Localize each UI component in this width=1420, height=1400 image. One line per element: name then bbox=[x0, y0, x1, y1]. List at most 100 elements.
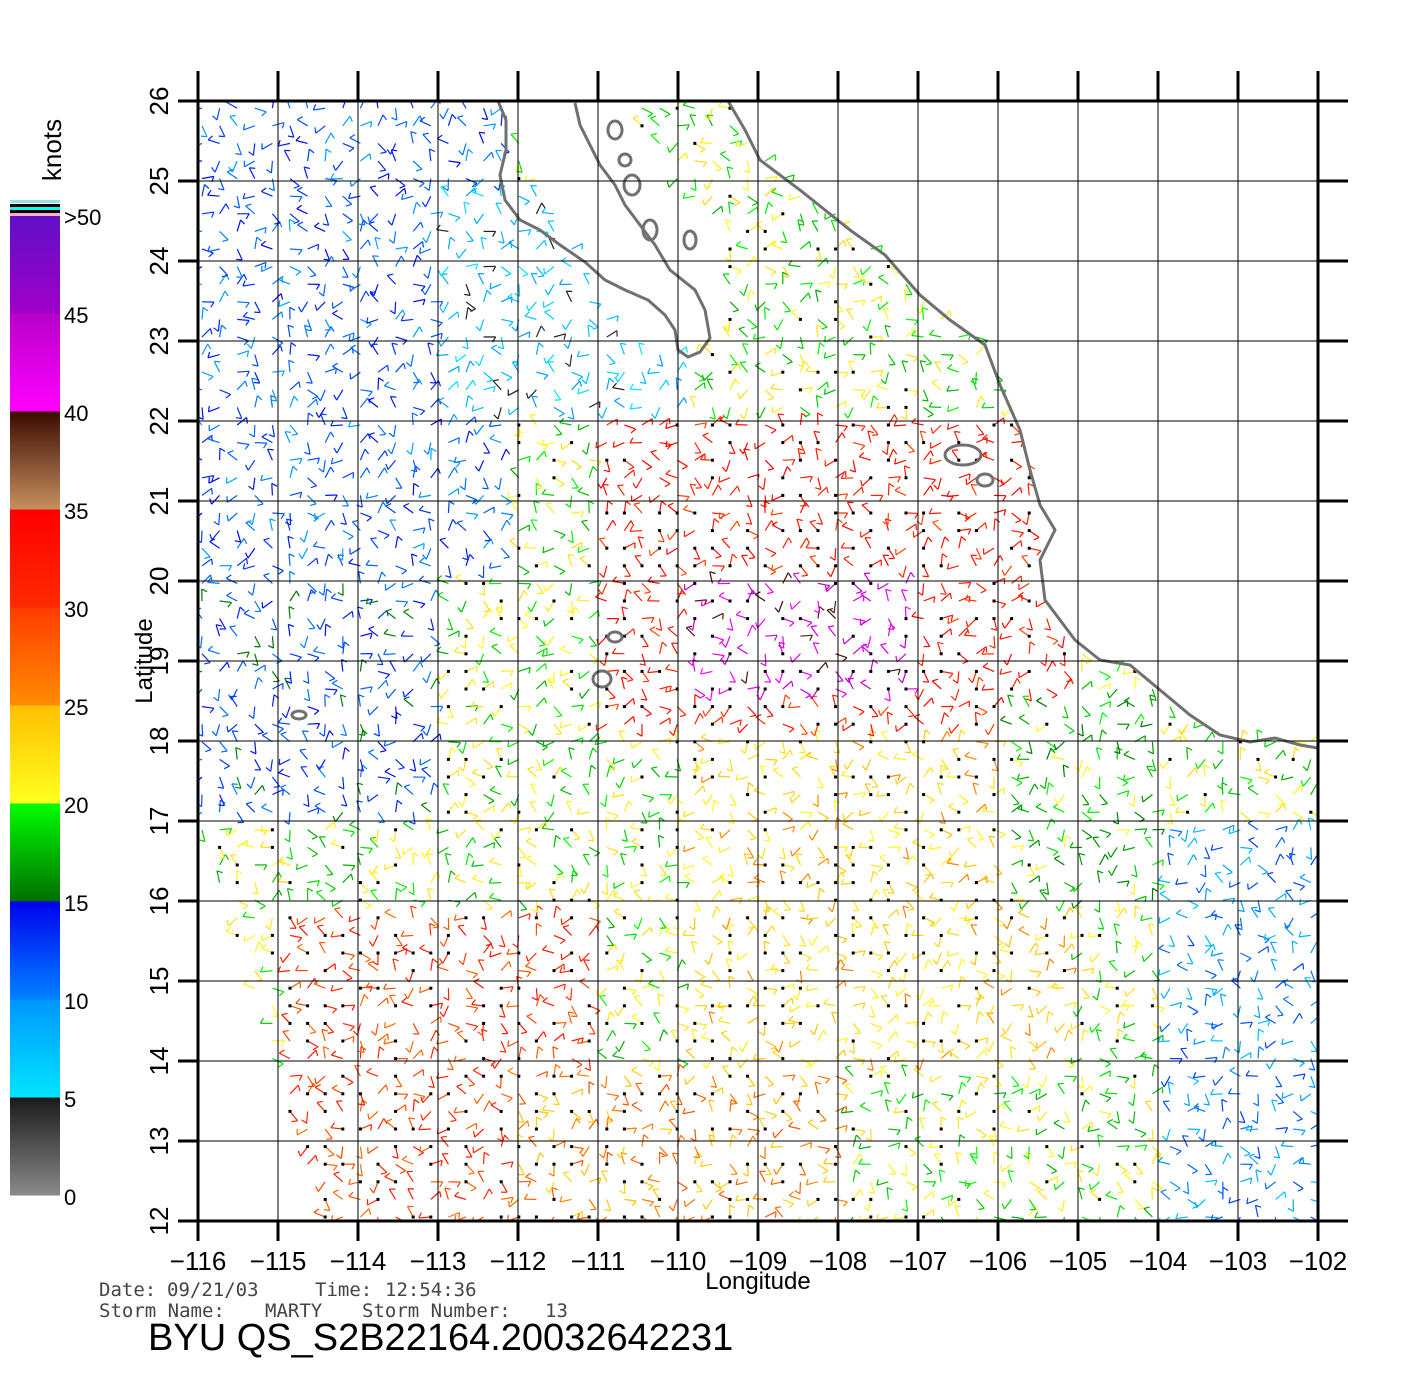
wind-barb bbox=[1081, 765, 1092, 778]
wind-barb bbox=[835, 1124, 848, 1132]
wind-barb bbox=[664, 860, 678, 868]
wind-barb bbox=[418, 575, 431, 584]
wind-barb bbox=[947, 363, 960, 373]
island-2 bbox=[622, 173, 642, 197]
wind-barb bbox=[500, 371, 513, 382]
wind-barb bbox=[395, 535, 403, 549]
wind-barb bbox=[497, 336, 505, 350]
wind-barb bbox=[250, 741, 257, 755]
wind-barb bbox=[650, 407, 661, 419]
wind-barb bbox=[233, 196, 241, 209]
wind-barb bbox=[529, 801, 537, 813]
wind-barb bbox=[395, 246, 408, 253]
wind-barb bbox=[949, 899, 960, 912]
wind-barb bbox=[1264, 1181, 1276, 1190]
wind-barb bbox=[887, 482, 895, 496]
wind-barb bbox=[722, 407, 731, 420]
wind-barb bbox=[666, 178, 678, 188]
wind-barb bbox=[893, 822, 908, 832]
wind-barb bbox=[489, 892, 502, 901]
wind-barb bbox=[1222, 864, 1233, 876]
wind-barb bbox=[630, 881, 644, 889]
wind-barb bbox=[770, 1141, 783, 1148]
wind-barb bbox=[225, 574, 238, 584]
wind-barb bbox=[813, 600, 821, 614]
wind-barb bbox=[1092, 1164, 1101, 1177]
wind-barb bbox=[923, 354, 933, 366]
wind-barb bbox=[322, 213, 330, 226]
wind-barb bbox=[237, 318, 250, 326]
wind-barb bbox=[1265, 1058, 1277, 1070]
wind-barb bbox=[852, 645, 864, 655]
wind-barb bbox=[848, 1039, 855, 1054]
wind-barb bbox=[826, 564, 838, 578]
wind-barb bbox=[794, 1181, 801, 1195]
wind-barb bbox=[711, 906, 721, 919]
wind-barb bbox=[615, 776, 625, 789]
wind-barb bbox=[1107, 864, 1118, 876]
wind-barb bbox=[852, 741, 865, 751]
wind-barb bbox=[606, 889, 617, 901]
wind-barb bbox=[782, 537, 793, 549]
wind-barb bbox=[278, 758, 291, 766]
wind-barb bbox=[693, 559, 706, 568]
wind-barb bbox=[527, 766, 537, 778]
wind-barb bbox=[386, 143, 397, 155]
wind-barb bbox=[446, 747, 456, 761]
wind-barb bbox=[280, 731, 291, 743]
wind-barb bbox=[700, 1032, 714, 1043]
wind-barb bbox=[429, 1002, 444, 1009]
wind-barb bbox=[1105, 1190, 1118, 1200]
wind-barb bbox=[844, 407, 854, 419]
wind-barb bbox=[1010, 757, 1024, 768]
wind-barb bbox=[411, 553, 418, 566]
wind-barb bbox=[408, 1117, 415, 1131]
wind-barb bbox=[1078, 852, 1085, 866]
wind-barb bbox=[1045, 1176, 1059, 1184]
wind-barb bbox=[886, 1050, 900, 1061]
wind-barb bbox=[1035, 803, 1048, 813]
wind-barb bbox=[324, 195, 333, 208]
wind-barb bbox=[439, 951, 450, 964]
wind-barb bbox=[1095, 747, 1103, 760]
wind-barb bbox=[359, 433, 371, 443]
wind-barb bbox=[1151, 887, 1159, 901]
wind-barb bbox=[395, 309, 406, 320]
wind-barb bbox=[999, 945, 1014, 955]
wind-barb bbox=[491, 705, 503, 717]
wind-barb bbox=[359, 290, 370, 303]
wind-barb bbox=[464, 1180, 477, 1192]
wind-barb bbox=[491, 643, 502, 655]
wind-barb bbox=[641, 107, 654, 118]
wind-barb bbox=[465, 379, 477, 391]
wind-barb bbox=[401, 193, 414, 200]
wind-barb bbox=[876, 1214, 889, 1221]
wind-barb bbox=[395, 178, 406, 189]
wind-barb bbox=[780, 231, 788, 244]
wind-barb bbox=[544, 309, 555, 320]
wind-barb bbox=[779, 741, 786, 755]
wind-barb bbox=[577, 424, 590, 431]
wind-barb bbox=[834, 863, 847, 875]
wind-barbs bbox=[198, 101, 1318, 1221]
wind-barb bbox=[297, 1145, 310, 1157]
wind-barb bbox=[747, 829, 757, 841]
wind-barb bbox=[1284, 924, 1294, 936]
wind-barb bbox=[336, 1146, 344, 1159]
wind-barb bbox=[341, 1004, 356, 1011]
wind-barb bbox=[689, 917, 696, 931]
wind-barb bbox=[219, 661, 230, 672]
wind-barb bbox=[395, 758, 405, 770]
wind-barb bbox=[531, 900, 538, 913]
wind-barb bbox=[946, 385, 959, 392]
wind-barb bbox=[1117, 880, 1130, 887]
wind-barb bbox=[884, 324, 891, 338]
wind-barb bbox=[712, 612, 724, 620]
wind-barb bbox=[483, 934, 493, 947]
wind-barb bbox=[535, 680, 548, 690]
wind-barb bbox=[483, 1151, 490, 1165]
wind-barb bbox=[800, 475, 813, 483]
wind-barb bbox=[465, 1022, 479, 1031]
wind-barb bbox=[281, 706, 291, 719]
wind-barb bbox=[525, 952, 537, 962]
